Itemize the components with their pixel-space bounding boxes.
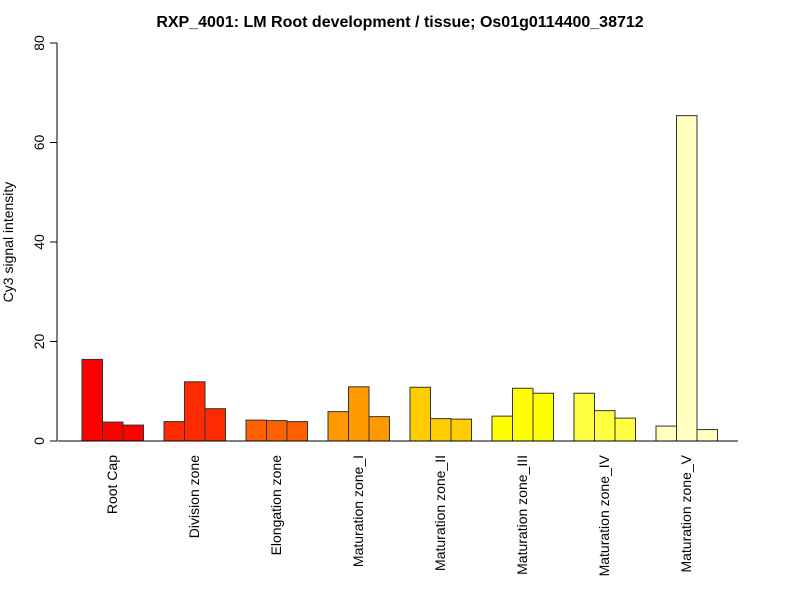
bar	[204, 408, 226, 442]
category-label: Maturation zone_V	[678, 454, 694, 572]
bar	[81, 358, 103, 442]
bar	[532, 392, 554, 442]
bar	[676, 115, 698, 442]
category-label: Maturation zone_II	[432, 455, 448, 571]
bar	[348, 386, 370, 442]
bar	[266, 420, 288, 442]
bar	[184, 381, 206, 442]
y-tick-label: 20	[31, 334, 47, 350]
bar	[102, 421, 124, 442]
category-label: Elongation zone	[268, 455, 284, 556]
bar	[594, 410, 616, 442]
y-tick-label: 60	[31, 135, 47, 151]
bar	[245, 419, 267, 442]
y-axis: 0 20 40 60 80	[31, 35, 58, 445]
category-label: Division zone	[186, 455, 202, 538]
category-label: Maturation zone_I	[350, 455, 366, 567]
bar	[450, 418, 472, 442]
bar	[573, 392, 595, 442]
bar	[286, 421, 308, 442]
y-tick-label: 80	[31, 35, 47, 51]
bar	[163, 421, 185, 442]
bar	[696, 429, 718, 442]
bar	[122, 424, 144, 442]
bar	[409, 386, 431, 442]
y-tick-label: 0	[31, 437, 47, 445]
category-labels: Root Cap Division zone Elongation zone Matu…	[104, 454, 694, 576]
bars	[81, 115, 718, 442]
y-tick-label: 40	[31, 234, 47, 250]
bar	[368, 416, 390, 442]
bar	[614, 417, 636, 442]
category-label: Root Cap	[104, 455, 120, 514]
bar	[655, 425, 677, 442]
chart-title: RXP_4001: LM Root development / tissue; …	[156, 14, 643, 31]
bar	[430, 418, 452, 442]
bar	[491, 415, 513, 442]
y-axis-label: Cy3 signal intensity	[0, 182, 16, 303]
bar	[512, 387, 534, 442]
category-label: Maturation zone_III	[514, 455, 530, 575]
bar	[327, 411, 349, 442]
category-label: Maturation zone_IV	[596, 454, 612, 576]
